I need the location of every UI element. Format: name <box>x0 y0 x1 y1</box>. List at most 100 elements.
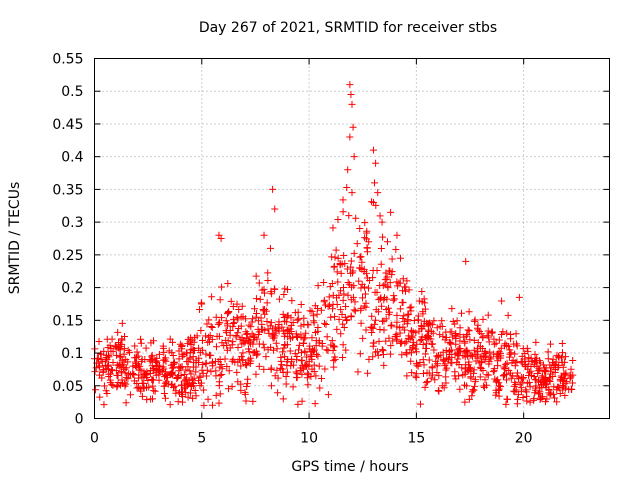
data-point <box>408 369 416 377</box>
data-point <box>442 373 450 381</box>
data-point <box>372 316 380 324</box>
data-point <box>551 394 559 402</box>
data-point <box>495 382 503 390</box>
data-point <box>378 302 386 310</box>
data-point <box>195 354 203 362</box>
data-point <box>369 353 377 361</box>
data-point <box>378 218 386 226</box>
data-point <box>251 333 259 341</box>
data-point <box>448 353 456 361</box>
data-point <box>270 285 278 293</box>
data-point <box>544 348 552 356</box>
data-point <box>245 321 253 329</box>
data-point <box>327 313 335 321</box>
data-point <box>420 361 428 369</box>
data-point <box>279 310 287 318</box>
data-point <box>401 326 409 334</box>
data-point <box>384 282 392 290</box>
data-point <box>278 361 286 369</box>
data-point <box>168 370 176 378</box>
data-point <box>543 380 551 388</box>
data-point <box>198 300 206 308</box>
data-point <box>214 358 222 366</box>
data-point <box>97 355 105 363</box>
data-point <box>508 359 516 367</box>
data-point <box>339 320 347 328</box>
data-point <box>304 369 312 377</box>
data-point <box>233 300 241 308</box>
data-point <box>170 359 178 367</box>
data-point <box>159 363 167 371</box>
data-point <box>227 297 235 305</box>
data-point <box>441 360 449 368</box>
data-point <box>495 354 503 362</box>
data-point <box>304 321 312 329</box>
data-point <box>258 286 266 294</box>
data-point <box>337 306 345 314</box>
data-point <box>331 343 339 351</box>
data-point <box>379 351 387 359</box>
data-point <box>113 361 121 369</box>
data-point <box>435 372 443 380</box>
data-point <box>258 320 266 328</box>
data-point <box>470 336 478 344</box>
data-point <box>161 356 169 364</box>
data-point <box>499 328 507 336</box>
data-point <box>109 381 117 389</box>
data-point <box>558 358 566 366</box>
data-point <box>205 316 213 324</box>
data-point <box>129 370 137 378</box>
data-point <box>351 298 359 306</box>
data-point <box>144 376 152 384</box>
data-point <box>142 384 150 392</box>
data-point <box>264 325 272 333</box>
data-point <box>234 378 242 386</box>
data-point <box>271 329 279 337</box>
data-point <box>237 386 245 394</box>
data-point <box>476 373 484 381</box>
data-point <box>448 305 456 313</box>
data-point <box>102 357 110 365</box>
data-point <box>124 375 132 383</box>
data-point <box>218 339 226 347</box>
data-point <box>169 352 177 360</box>
data-point <box>113 382 121 390</box>
data-point <box>135 371 143 379</box>
data-point <box>456 337 464 345</box>
data-point <box>260 344 268 352</box>
data-point <box>479 315 487 323</box>
data-point <box>239 356 247 364</box>
data-point <box>289 383 297 391</box>
data-point <box>200 386 208 394</box>
data-point <box>350 153 358 161</box>
data-point <box>266 244 274 252</box>
data-point <box>368 198 376 206</box>
data-point <box>471 382 479 390</box>
data-point <box>380 317 388 325</box>
data-point <box>493 350 501 358</box>
data-point <box>233 368 241 376</box>
data-point <box>278 365 286 373</box>
data-point <box>549 373 557 381</box>
data-point <box>325 293 333 301</box>
data-point <box>505 342 513 350</box>
data-point <box>297 364 305 372</box>
data-point <box>223 329 231 337</box>
data-point <box>404 311 412 319</box>
data-point <box>356 264 364 272</box>
data-point <box>282 373 290 381</box>
data-point <box>264 269 272 277</box>
data-point <box>339 296 347 304</box>
data-point <box>456 385 464 393</box>
data-point <box>369 339 377 347</box>
data-point <box>338 310 346 318</box>
data-point <box>492 389 500 397</box>
data-point <box>275 295 283 303</box>
data-point <box>183 349 191 357</box>
data-point <box>348 189 356 197</box>
data-point <box>225 385 233 393</box>
data-point <box>313 310 321 318</box>
data-point <box>281 353 289 361</box>
data-point <box>330 342 338 350</box>
data-point <box>249 340 257 348</box>
